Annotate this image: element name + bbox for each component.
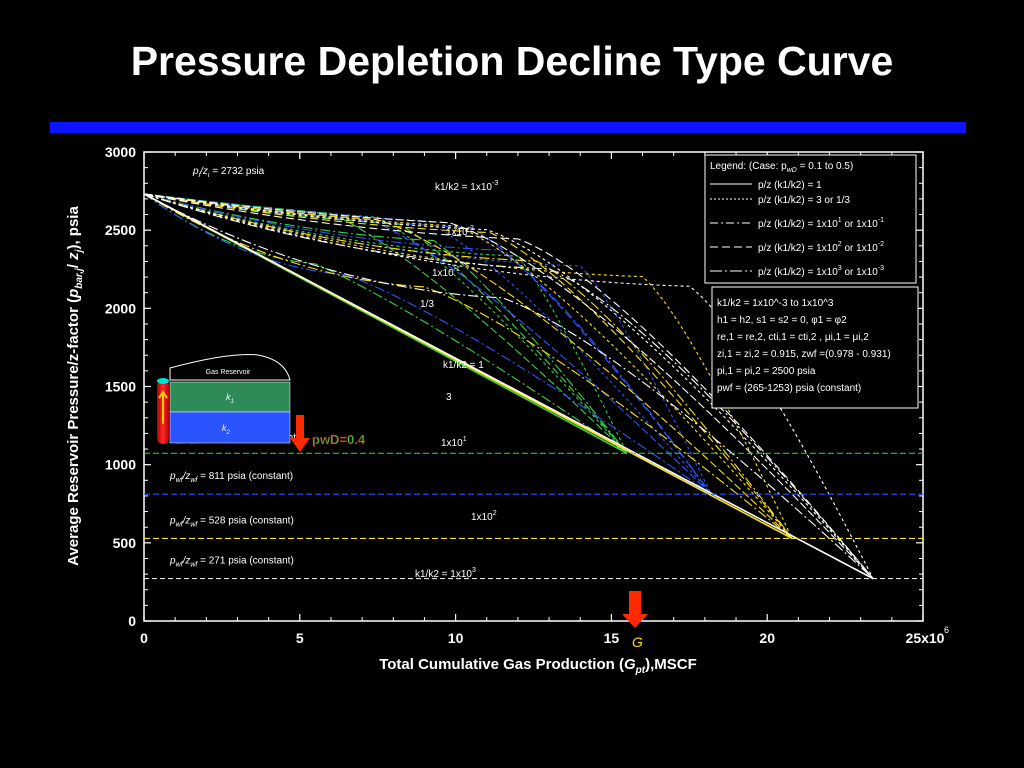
parameter-line: h1 = h2, s1 = s2 = 0, φ1 = φ2 bbox=[717, 315, 847, 326]
g-arrow-icon bbox=[622, 591, 648, 628]
x-tick-label: 25x10 bbox=[906, 630, 945, 646]
type-curve bbox=[143, 193, 628, 454]
curve-label: 1x10-2 bbox=[446, 225, 474, 238]
type-curve bbox=[143, 193, 874, 579]
type-curve bbox=[143, 193, 793, 539]
type-curve bbox=[143, 193, 874, 579]
type-curve bbox=[143, 193, 793, 539]
title-rule bbox=[50, 122, 966, 133]
legend-entry-label: p/z (k1/k2) = 1x103 or 1x10-3 bbox=[758, 265, 884, 278]
pwd-label: pwD=0.4 bbox=[312, 432, 366, 447]
y-tick-label: 0 bbox=[128, 613, 136, 629]
reservoir-schematic: Gas Reservoir k1 k2 pwD=0.4 bbox=[157, 354, 366, 452]
x-tick-exponent: 6 bbox=[944, 625, 949, 635]
g-label: G bbox=[632, 634, 643, 650]
gas-in-place-marker: G bbox=[622, 591, 648, 650]
type-curve bbox=[143, 193, 874, 579]
type-curve bbox=[143, 193, 874, 580]
legend-entries: p/z (k1/k2) = 1 p/z (k1/k2) = 3 or 1/3 p/z… bbox=[710, 180, 884, 278]
type-curve bbox=[143, 193, 874, 579]
curve-label: 1/3 bbox=[420, 299, 434, 310]
y-tick-label: 1000 bbox=[105, 457, 136, 473]
bhp-layer: pwf/zwf = 1073 psia (constant)pwf/zwf = … bbox=[144, 432, 923, 580]
curve-label: k1/k2 = 1 bbox=[443, 360, 484, 371]
layer-k2 bbox=[169, 411, 291, 444]
type-curve bbox=[143, 193, 712, 495]
x-tick-label: 10 bbox=[448, 630, 464, 646]
x-axis-label: Total Cumulative Gas Production (Gpt),MS… bbox=[379, 656, 697, 676]
type-curve bbox=[143, 193, 793, 539]
down-arrow-icon bbox=[290, 415, 310, 452]
layer-k1-label: k1 bbox=[226, 392, 234, 405]
legend-entry-label: p/z (k1/k2) = 1x101 or 1x10-1 bbox=[758, 217, 884, 230]
bhp-label: pwf/zwf = 811 psia (constant) bbox=[169, 471, 293, 484]
bhp-label: pwf/zwf = 528 psia (constant) bbox=[169, 515, 294, 528]
y-tick-label: 1500 bbox=[105, 379, 136, 395]
curve-label: k1/k2 = 1x10-3 bbox=[435, 180, 498, 193]
legend-entry-label: p/z (k1/k2) = 1x102 or 1x10-2 bbox=[758, 241, 884, 254]
curve-label: 1x101 bbox=[441, 436, 467, 449]
type-curve bbox=[143, 193, 874, 580]
parameter-box: k1/k2 = 1x10^-3 to 1x10^3 h1 = h2, s1 = s… bbox=[711, 286, 919, 409]
y-tick-label: 500 bbox=[113, 535, 137, 551]
type-curve bbox=[143, 193, 712, 495]
axes-layer: 0 500 1000 1500 2000 2500 3000 0 5 10 15 20 25x10 bbox=[105, 144, 945, 646]
x-tick-label: 20 bbox=[759, 630, 775, 646]
x-tick-label: 15 bbox=[604, 630, 620, 646]
parameter-line: pwf = (265-1253) psia (constant) bbox=[717, 383, 861, 394]
bhp-label: pwf/zwf = 271 psia (constant) bbox=[169, 556, 294, 569]
legend-entry-label: p/z (k1/k2) = 1 bbox=[758, 180, 822, 191]
type-curve bbox=[143, 193, 793, 539]
curve-label: k1/k2 = 1x103 bbox=[415, 567, 476, 580]
curve-label: 1x102 bbox=[471, 510, 497, 523]
type-curve bbox=[143, 193, 628, 454]
legend-box: Legend: (Case: pwD = 0.1 to 0.5) p/z (k1… bbox=[704, 154, 917, 284]
type-curve bbox=[143, 193, 628, 454]
y-tick-label: 2000 bbox=[105, 300, 136, 316]
y-tick-label: 3000 bbox=[105, 144, 136, 160]
type-curve bbox=[143, 193, 712, 495]
curve-label: 1x10-1 bbox=[432, 266, 460, 279]
svg-text:Legend: (Case: pwD = 0.1 to 0: Legend: (Case: pwD = 0.1 to 0.5) bbox=[710, 161, 853, 174]
up-arrow-icon bbox=[158, 390, 168, 424]
layer-k2-label: k2 bbox=[222, 423, 231, 436]
y-axis-label: Average Reservoir Pressure/z-factor (pba… bbox=[65, 206, 85, 566]
x-tick-label: 5 bbox=[296, 630, 304, 646]
legend-entry-label: p/z (k1/k2) = 3 or 1/3 bbox=[758, 195, 850, 206]
curves-layer bbox=[143, 193, 874, 580]
slide-title: Pressure Depletion Decline Type Curve bbox=[130, 38, 894, 84]
parameter-line: pi,1 = pi,2 = 2500 psia bbox=[717, 366, 816, 377]
curve-label: 3 bbox=[446, 392, 452, 403]
parameter-line: k1/k2 = 1x10^-3 to 1x10^3 bbox=[717, 298, 834, 309]
x-tick-label: 0 bbox=[140, 630, 148, 646]
labels-layer: k1/k2 = 1x10-3 1x10-2 1x10-1 1/3 k1/k2 = 1 3 1… bbox=[415, 180, 498, 580]
initial-pressure-label: pi/zi = 2732 psia bbox=[192, 166, 265, 179]
parameter-line: re,1 = re,2, cti,1 = cti,2 , μi,1 = μi,2 bbox=[717, 332, 869, 343]
type-curve-k1 bbox=[143, 193, 874, 580]
type-curve bbox=[143, 193, 793, 539]
parameter-line: zi,1 = zi,2 = 0.915, zwf =(0.978 - 0.931… bbox=[717, 349, 891, 360]
y-tick-label: 2500 bbox=[105, 222, 136, 238]
parameter-lines: k1/k2 = 1x10^-3 to 1x10^3 h1 = h2, s1 = s… bbox=[717, 298, 891, 394]
schematic-title: Gas Reservoir bbox=[206, 369, 251, 376]
type-curve bbox=[143, 193, 712, 495]
type-curve bbox=[143, 193, 712, 495]
